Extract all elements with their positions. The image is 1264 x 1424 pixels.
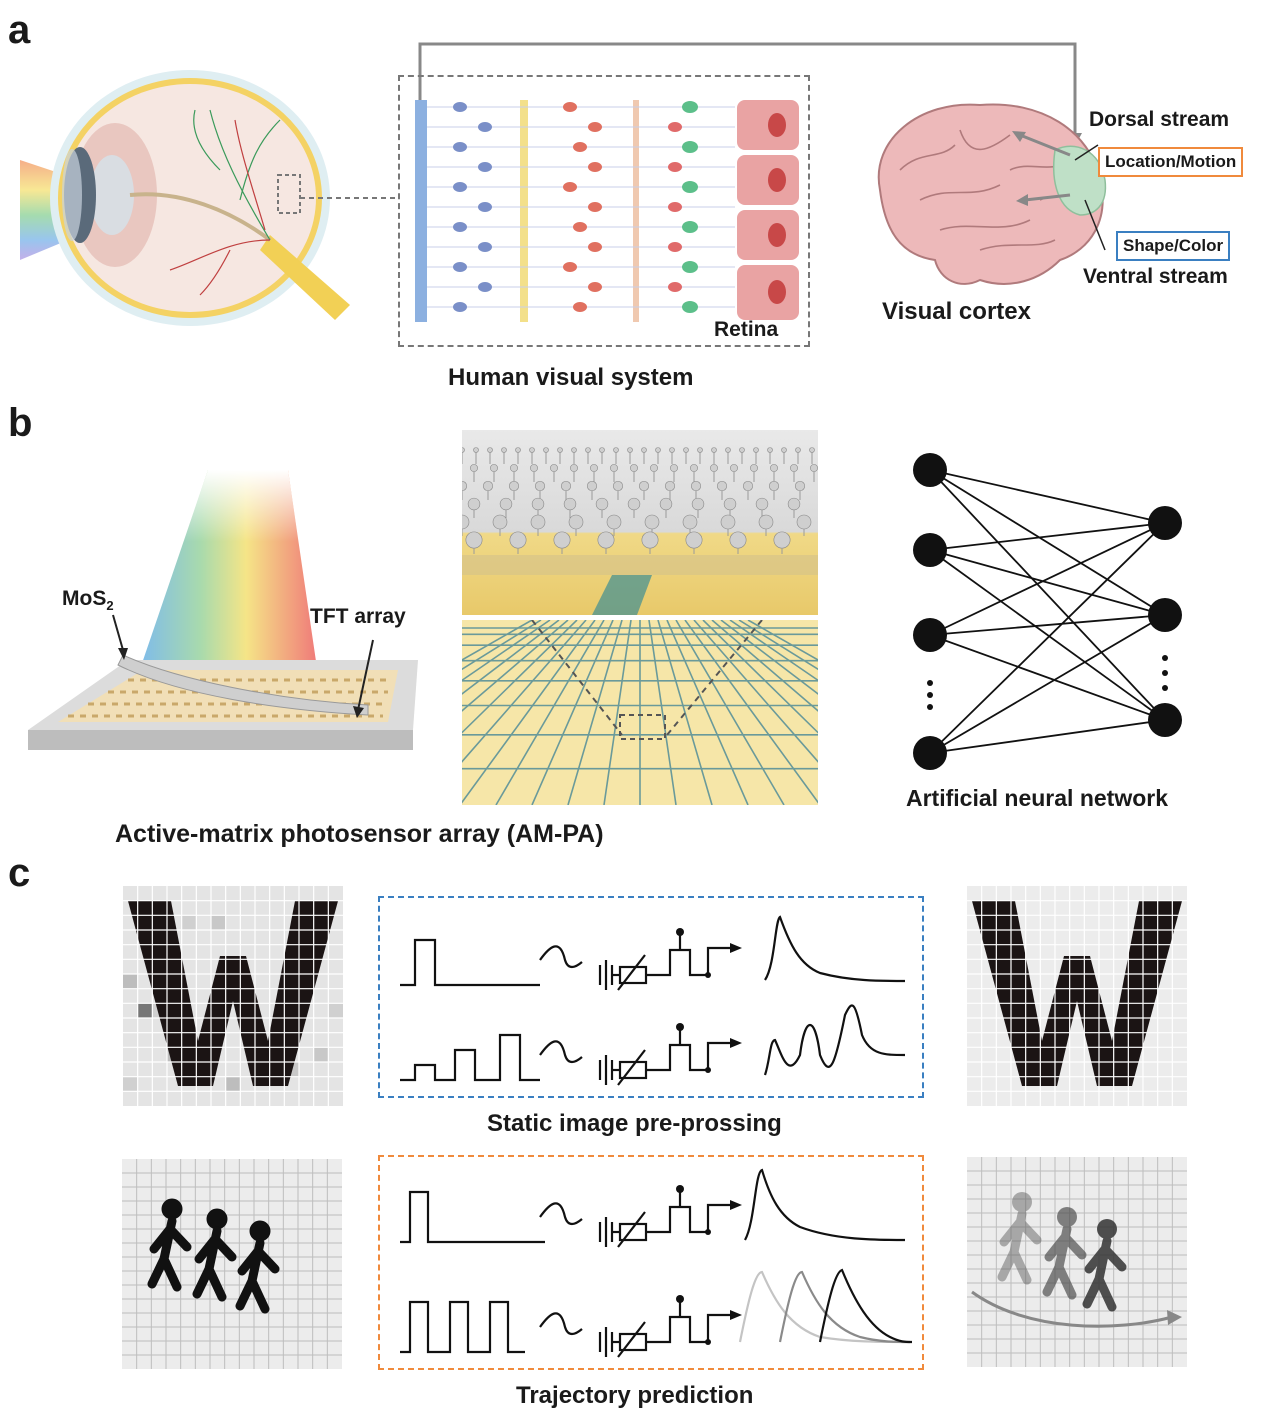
static-caption: Static image pre-prossing bbox=[487, 1110, 782, 1137]
am-pa-caption: Active-matrix photosensor array (AM-PA) bbox=[115, 820, 604, 848]
trajectory-waveforms bbox=[400, 1168, 913, 1358]
panel-letter-b: b bbox=[8, 401, 33, 445]
shape-color-tag: Shape/Color bbox=[1116, 231, 1231, 261]
static-processing-box bbox=[378, 896, 924, 1098]
static-processing-waveforms bbox=[400, 915, 906, 1086]
dorsal-stream-label: Dorsal stream bbox=[1089, 108, 1230, 131]
zoom-connector bbox=[300, 197, 398, 199]
trajectory-output-image bbox=[967, 1157, 1187, 1367]
tft-pixel-grid-zoom bbox=[462, 620, 818, 805]
ann-caption: Artificial neural network bbox=[906, 785, 1169, 811]
location-motion-tag: Location/Motion bbox=[1098, 147, 1244, 177]
ventral-stream-label: Ventral stream bbox=[1083, 265, 1228, 288]
neural-network-diagram bbox=[913, 453, 1182, 770]
trajectory-caption: Trajectory prediction bbox=[516, 1382, 754, 1409]
mos2-text: MoS bbox=[62, 587, 107, 610]
panel-letter-c: c bbox=[8, 851, 31, 895]
retina-label: Retina bbox=[714, 318, 779, 341]
noisy-w-input-image bbox=[123, 886, 343, 1106]
retina-box bbox=[398, 75, 810, 347]
visual-cortex-label: Visual cortex bbox=[882, 298, 1031, 325]
output-ellipsis bbox=[1162, 655, 1168, 691]
walking-people-input-image bbox=[122, 1159, 342, 1369]
mos2-label: MoS2 bbox=[62, 587, 114, 613]
tft-array-label: TFT array bbox=[310, 605, 406, 628]
panel-letter-a: a bbox=[8, 8, 31, 52]
eye-illustration bbox=[20, 70, 350, 326]
clean-w-output-image bbox=[967, 886, 1187, 1106]
human-visual-system-caption: Human visual system bbox=[448, 364, 694, 391]
trajectory-processing-box bbox=[378, 1155, 924, 1370]
retina-illustration bbox=[415, 100, 799, 322]
mos2-lattice-zoom bbox=[462, 430, 818, 615]
am-pa-device-illustration bbox=[28, 470, 418, 750]
brain-illustration bbox=[877, 103, 1107, 285]
mos2-subscript: 2 bbox=[106, 598, 114, 614]
input-ellipsis bbox=[927, 680, 933, 710]
